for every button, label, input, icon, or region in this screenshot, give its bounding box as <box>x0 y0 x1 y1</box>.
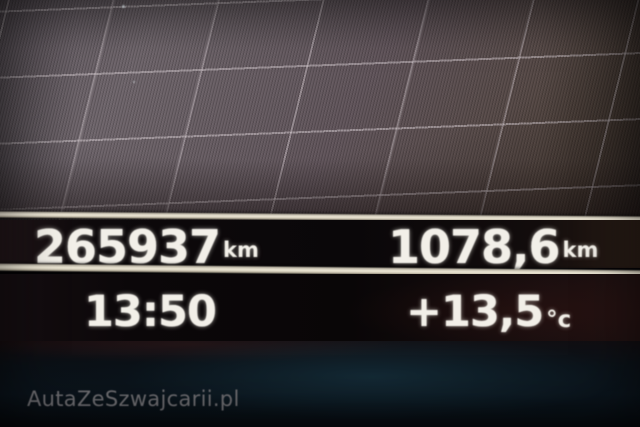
temperature-reading: +13,5 °c <box>406 274 571 341</box>
trip-value: 1078,6 <box>388 219 561 274</box>
odometer-reading: 265937 km <box>34 219 259 274</box>
odometer-unit: km <box>223 238 259 262</box>
trip-unit: km <box>562 238 599 262</box>
dust-speck <box>133 81 135 83</box>
temperature-unit: °c <box>546 307 572 333</box>
watermark-text: AutaZeSzwajcarii.pl <box>27 387 240 411</box>
dust-speck <box>122 5 125 8</box>
trip-reading: 1078,6 km <box>388 219 599 274</box>
clock-temperature-band: 13:50 +13,5 °c <box>0 274 640 341</box>
screen-grid-vignette <box>0 0 640 222</box>
odometer-value: 265937 <box>34 219 221 274</box>
dashboard-lower-area <box>0 341 640 427</box>
clock-value: 13:50 <box>84 286 217 337</box>
clock-reading: 13:50 <box>84 274 217 341</box>
odometer-band: 265937 km 1078,6 km <box>0 219 640 274</box>
screen-grid-area <box>0 0 640 222</box>
temperature-value: +13,5 <box>406 286 544 337</box>
